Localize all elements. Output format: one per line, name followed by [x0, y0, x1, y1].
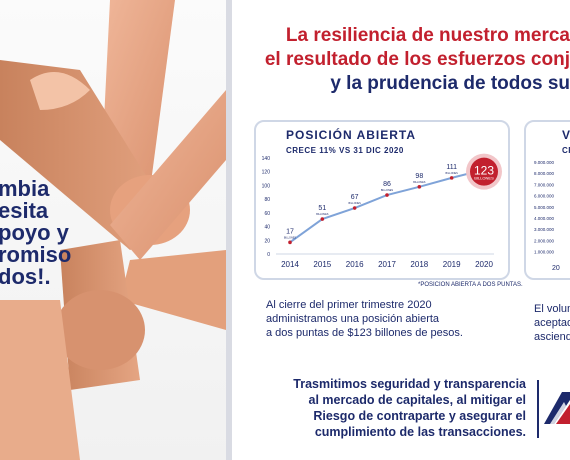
left-slogan-line: mbia: [0, 176, 50, 201]
volume-tick-label: 5.000.000: [534, 205, 555, 210]
x-tick-label: 2018: [410, 260, 428, 269]
paragraph-line: El volum: [534, 303, 570, 315]
highlight-badge: 123 BILLONES: [466, 153, 502, 190]
y-tick-label: 80: [264, 197, 270, 203]
data-label-unit: BILLONES: [316, 213, 329, 216]
statement-line: Trasmitimos seguridad y transparencia: [293, 377, 526, 391]
company-logo-icon: [544, 392, 570, 424]
highlight-unit: BILLONES: [474, 176, 494, 181]
left-slogan-line: romiso: [0, 242, 72, 267]
data-point: [417, 185, 422, 189]
data-point: [352, 206, 357, 210]
data-label: 17: [286, 228, 294, 235]
volume-tick-label: 6.000.000: [534, 194, 555, 199]
volume-paragraph: El volum aceptad asciend: [534, 302, 570, 344]
y-tick-label: 120: [262, 170, 271, 176]
y-tick-label: 60: [264, 211, 270, 217]
highlight-value: 123: [474, 164, 494, 178]
data-label: 86: [383, 181, 391, 188]
volume-chart: 9.000.000 8.000.000 7.000.000 6.000.000 5.00…: [534, 160, 560, 272]
summary-paragraph: Al cierre del primer trimestre 2020 admi…: [266, 298, 463, 340]
x-tick-label: 2017: [378, 260, 396, 269]
left-slogan: mbia esita poyo y romiso dos!.: [0, 178, 88, 288]
data-point: [320, 217, 325, 221]
left-slogan-line: esita: [0, 198, 49, 223]
volume-tick-label: 1.000.000: [534, 250, 555, 255]
headline: La resiliencia de nuestro merca el resul…: [240, 24, 570, 96]
paragraph-line: a dos puntas de $123 billones de pesos.: [266, 327, 463, 339]
headline-line-2: el resultado de los esfuerzos conj: [264, 49, 570, 70]
volume-tick-label: 9.000.000: [534, 160, 555, 165]
paragraph-line: aceptad: [534, 317, 570, 329]
hands-photo: [0, 0, 226, 460]
y-axis: 0 20 40 60 80 100 120 140: [262, 156, 494, 258]
y-tick-label: 40: [264, 225, 270, 231]
y-tick-label: 0: [267, 252, 270, 258]
chart-footnote: *POSICION ABIERTA A DOS PUNTAS.: [418, 282, 523, 288]
series-points: 17BILLONES51BILLONES67BILLONES86BILLONES…: [284, 164, 459, 245]
x-tick-label: 2014: [281, 260, 299, 269]
highlight-circle: [470, 157, 498, 186]
x-tick-label: 2015: [313, 260, 331, 269]
headline-line-3: y la prudencia de todos su: [330, 73, 570, 94]
volume-tick-label: 7.000.000: [534, 182, 555, 187]
card-subtitle: CRECE 11% VS 31 DIC 2020: [286, 146, 404, 155]
volume-card: V CRE 9.000.000 8.000.000 7.000.000 6.000.0…: [524, 120, 570, 280]
y-tick-label: 100: [262, 183, 271, 189]
logo-divider: [537, 380, 539, 438]
data-label-unit: BILLONES: [349, 202, 362, 205]
y-tick-label: 140: [262, 156, 271, 162]
data-point: [288, 240, 292, 245]
data-label-unit: BILLONES: [284, 236, 297, 239]
paragraph-line: administramos una posición abierta: [266, 313, 440, 325]
data-label-unit: BILLONES: [381, 189, 394, 192]
volume-tick-label: 8.000.000: [534, 171, 555, 176]
headline-line-1: La resiliencia de nuestro merca: [285, 25, 570, 46]
x-tick-label: 2016: [346, 260, 364, 269]
mission-statement: Trasmitimos seguridad y transparencia al…: [260, 376, 526, 440]
data-label: 98: [415, 173, 423, 180]
data-label-unit: BILLONES: [446, 172, 459, 175]
statement-line: al mercado de capitales, al mitigar el: [308, 393, 526, 407]
page-divider: [226, 0, 232, 460]
x-axis: 2014 2015 2016 2017 2018 2019 2020: [281, 260, 493, 269]
volume-tick-label: 4.000.000: [534, 216, 555, 221]
left-slogan-line: poyo y: [0, 220, 69, 245]
data-point: [385, 193, 389, 197]
data-label: 67: [351, 194, 359, 201]
open-position-card: POSICIÓN ABIERTA CRECE 11% VS 31 DIC 202…: [254, 120, 510, 280]
data-label: 51: [318, 205, 326, 212]
card-title: POSICIÓN ABIERTA: [286, 128, 417, 142]
data-point: [449, 176, 454, 180]
statement-line: cumplimiento de las transacciones.: [314, 425, 526, 439]
card-title: V: [562, 128, 570, 142]
statement-line: Riesgo de contraparte y asegurar el: [313, 409, 526, 423]
volume-tick-label: 2.000.000: [534, 238, 555, 243]
paragraph-line: Al cierre del primer trimestre 2020: [266, 299, 432, 311]
volume-y-axis: 9.000.000 8.000.000 7.000.000 6.000.000 5.00…: [534, 160, 555, 255]
x-tick-label: 2019: [443, 260, 461, 269]
volume-tick-label: 3.000.000: [534, 227, 555, 232]
left-slogan-line: dos!.: [0, 264, 51, 289]
card-subtitle: CRE: [562, 146, 570, 155]
data-label-unit: BILLONES: [413, 181, 426, 184]
paragraph-line: asciend: [534, 331, 570, 343]
data-label: 111: [446, 164, 457, 171]
y-tick-label: 20: [264, 238, 270, 244]
hands-illustration: [0, 0, 226, 460]
volume-x-label: 20: [552, 265, 560, 272]
x-tick-label: 2020: [475, 260, 493, 269]
